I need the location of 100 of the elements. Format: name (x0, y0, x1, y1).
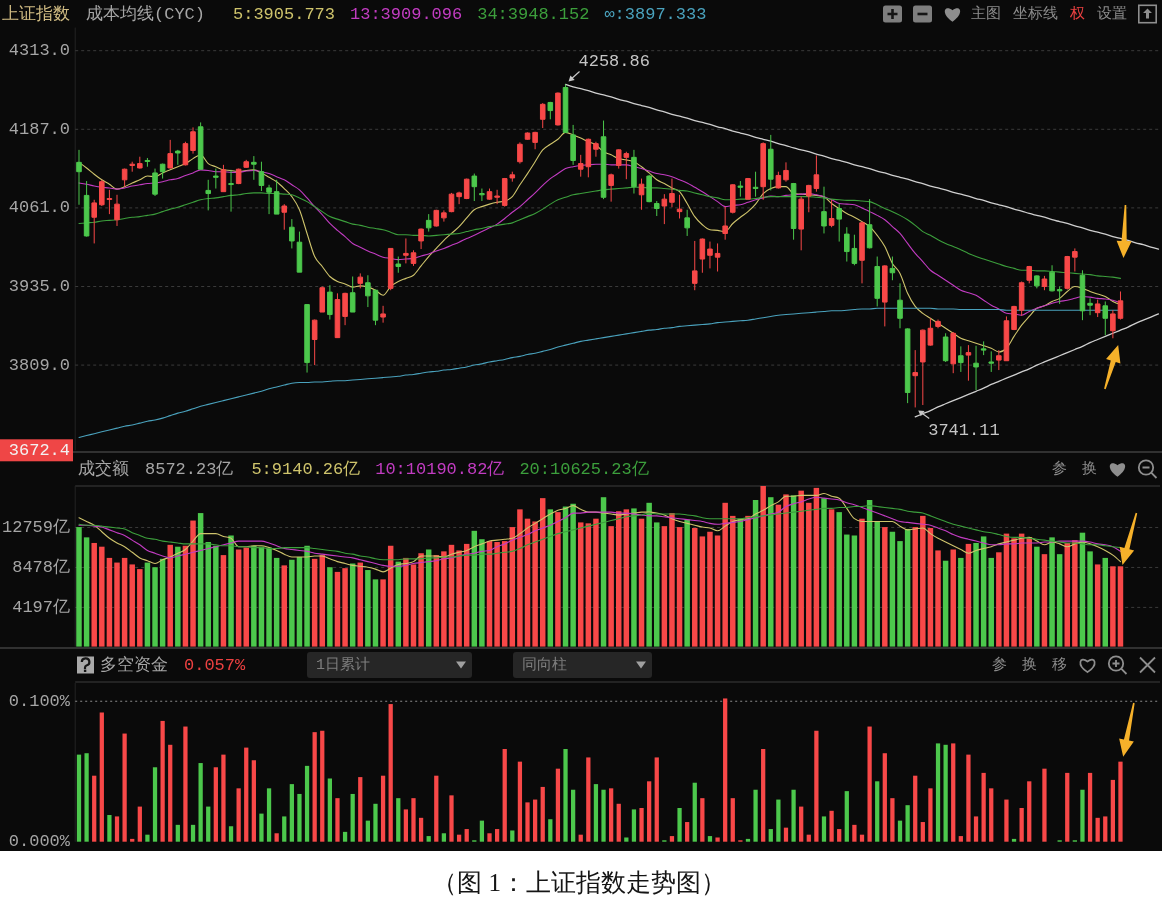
bar (99, 546, 105, 647)
candlestick (83, 180, 90, 238)
bar (821, 816, 827, 842)
candlestick (395, 256, 402, 274)
bar (981, 772, 986, 842)
bar (251, 545, 257, 647)
bar (851, 535, 858, 647)
bar (159, 558, 166, 647)
bar (137, 806, 142, 842)
candlestick (349, 276, 356, 313)
bar (677, 807, 682, 842)
candlestick (137, 156, 143, 170)
y-tick-label: 0.000% (8, 832, 71, 852)
bar (806, 502, 812, 647)
bar (958, 557, 964, 647)
bar (601, 789, 606, 842)
bar (327, 778, 332, 842)
line-series (564, 83, 1160, 250)
bar (555, 768, 561, 842)
y-tick-label: 3672.4 (8, 440, 70, 460)
bar (1095, 817, 1100, 842)
bar (973, 816, 979, 842)
candlestick (722, 206, 728, 241)
bar (258, 546, 265, 647)
candlestick (707, 241, 713, 269)
bar (829, 810, 834, 842)
candlestick (958, 345, 964, 373)
candlestick (433, 209, 440, 228)
bar (1110, 779, 1115, 842)
candlestick (745, 177, 751, 200)
legend-title: 成本均线(CYC) (86, 4, 206, 24)
bar (130, 838, 135, 842)
line-series (914, 313, 1160, 419)
bar (1019, 807, 1024, 842)
candlestick (205, 179, 212, 211)
bar (107, 815, 112, 842)
bar (114, 562, 120, 647)
candlestick (737, 180, 744, 198)
bar (1041, 554, 1048, 647)
candlestick (600, 120, 607, 200)
candlestick (410, 249, 417, 267)
bar (282, 816, 287, 842)
line-series (78, 186, 1122, 279)
candlestick (289, 218, 295, 249)
text: 坐标线 (1013, 4, 1058, 23)
candlestick (524, 131, 531, 141)
bar (875, 781, 880, 842)
bar (1103, 816, 1108, 842)
bar (707, 531, 713, 647)
candlestick (783, 161, 789, 183)
bar (676, 527, 683, 647)
candlestick (494, 189, 500, 205)
bar (410, 564, 417, 647)
candlestick (1034, 274, 1040, 289)
bar (160, 720, 165, 842)
candlestick (775, 171, 782, 190)
candlestick (1011, 305, 1017, 331)
bar (852, 824, 857, 842)
chart-subtitle: 0.057% (184, 655, 247, 675)
bar (973, 542, 979, 647)
bar (235, 549, 242, 647)
bar (593, 784, 599, 842)
bar (1065, 772, 1070, 842)
bar (380, 775, 386, 842)
candlestick (669, 178, 675, 208)
candlestick (190, 126, 196, 155)
candlestick (387, 247, 394, 291)
annotation: 4258.86 (578, 51, 650, 71)
text: 换 (1022, 655, 1037, 674)
bar (167, 544, 173, 647)
bar (685, 822, 690, 842)
bar (639, 807, 644, 842)
bar (814, 730, 819, 842)
bar (1034, 546, 1040, 647)
candlestick (1094, 299, 1101, 318)
bar (647, 781, 652, 842)
bar (631, 508, 637, 647)
chart-title: 多空资金 (100, 654, 168, 675)
candlestick (699, 237, 706, 274)
bar (434, 775, 439, 842)
candlestick (973, 345, 979, 391)
candlestick (942, 332, 949, 363)
bar (228, 826, 234, 842)
bar (609, 788, 614, 842)
bar (942, 560, 949, 647)
text: 移 (1052, 655, 1067, 674)
bar (783, 827, 789, 842)
bar (494, 829, 500, 842)
bar (244, 747, 249, 842)
candlestick (593, 141, 599, 158)
bar (494, 542, 500, 647)
candlestick (365, 274, 371, 308)
bar (501, 541, 508, 647)
candlestick (228, 169, 234, 213)
candlestick (608, 173, 614, 203)
bar (106, 557, 113, 647)
bar (320, 730, 325, 842)
text: 5:9140.26亿 (251, 459, 361, 479)
candlestick (912, 349, 918, 408)
bar (137, 569, 143, 647)
